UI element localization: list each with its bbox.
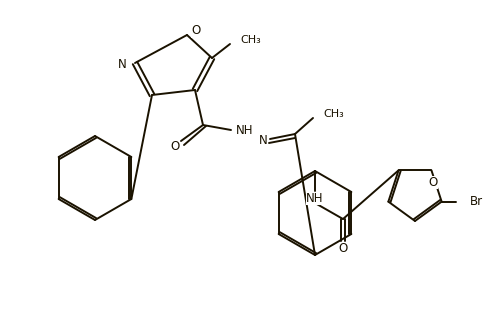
Text: N: N <box>259 133 268 146</box>
Text: O: O <box>429 176 438 189</box>
Text: NH: NH <box>236 123 254 136</box>
Text: NH: NH <box>306 191 324 204</box>
Text: O: O <box>191 25 200 38</box>
Text: CH₃: CH₃ <box>240 35 261 45</box>
Text: Br: Br <box>469 195 483 208</box>
Text: O: O <box>170 140 180 153</box>
Text: CH₃: CH₃ <box>323 109 344 119</box>
Text: N: N <box>118 57 127 71</box>
Text: O: O <box>338 242 348 256</box>
